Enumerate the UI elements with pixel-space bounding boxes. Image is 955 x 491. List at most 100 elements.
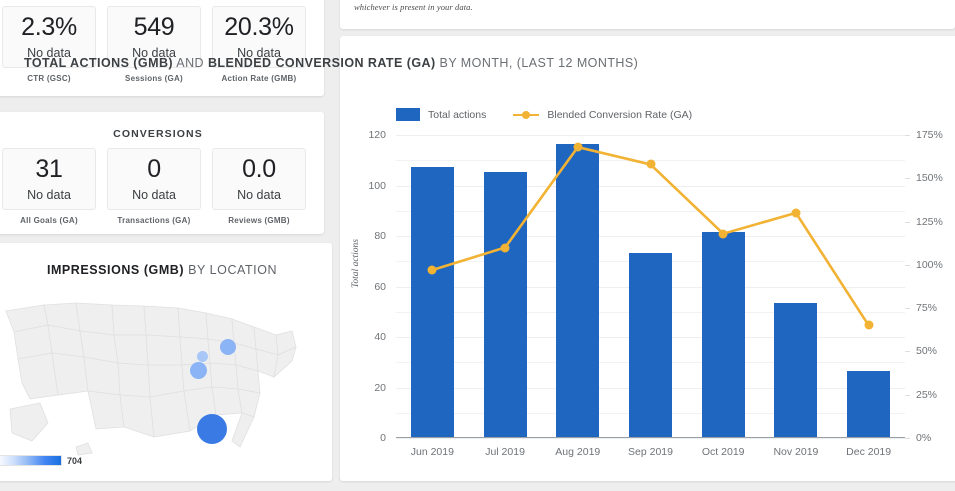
tick-mark (905, 135, 910, 136)
kpi-conversion-2[interactable]: 0.0 No data Reviews (GMB) (212, 148, 306, 225)
map-bubble[interactable] (189, 361, 207, 379)
kpi-sublabel: No data (237, 45, 281, 60)
line-marker[interactable] (500, 243, 510, 253)
map-legend-gradient (0, 455, 63, 466)
kpi-conversion-1[interactable]: 0 No data Transactions (GA) (107, 148, 201, 225)
chart-plot-area[interactable]: 0 20 40 60 80 100 120 0% 25% 50% 75% 100% 125% 150% 17… (368, 129, 942, 458)
line-marker[interactable] (864, 320, 874, 330)
tick-mark (905, 308, 910, 310)
kpi-box[interactable]: 0.0 No data (212, 148, 306, 210)
gridline (396, 438, 905, 439)
y-axis-tick-left: 120 (368, 129, 386, 141)
kpi-box[interactable]: 2.3% No data (2, 6, 96, 68)
line-marker[interactable] (573, 142, 583, 152)
map-title: IMPRESSIONS (GMB) BY LOCATION (0, 263, 332, 277)
kpi-sublabel: No data (132, 45, 176, 60)
y-axis-tick-right: 175% (916, 129, 943, 141)
x-axis-tick: Aug 2019 (555, 446, 601, 458)
y-axis-tick-left: 20 (374, 381, 386, 394)
kpi-box[interactable]: 0 No data (107, 148, 201, 210)
tick-mark (905, 221, 910, 223)
y-axis-tick-left: 100 (368, 179, 386, 192)
bar[interactable] (847, 371, 891, 437)
bar[interactable] (483, 171, 527, 437)
kpi-sublabel: No data (237, 187, 281, 202)
y-axis-tick-right: 150% (916, 172, 943, 185)
us-map[interactable] (0, 291, 332, 461)
kpi-value: 0.0 (242, 155, 276, 184)
note-text: whichever is present in your data. (354, 2, 473, 12)
bar[interactable] (556, 144, 600, 437)
line-marker[interactable] (791, 208, 801, 218)
y-axis-tick-right: 75% (916, 302, 938, 315)
kpi-primary-0[interactable]: 2.3% No data CTR (GSC) (2, 6, 96, 83)
bar[interactable] (774, 303, 818, 437)
kpi-caption: Sessions (GA) (125, 74, 183, 83)
kpi-value: 0 (147, 155, 161, 184)
legend-item-bars[interactable]: Total actions (396, 108, 486, 121)
kpi-sublabel: No data (27, 45, 71, 60)
conversions-title: CONVERSIONS (113, 128, 203, 140)
chart-title: TOTAL ACTIONS (GMB) AND BLENDED CONVERSI… (24, 56, 638, 70)
kpi-primary-1[interactable]: 549 No data Sessions (GA) (107, 6, 201, 83)
y-axis-tick-right: 25% (916, 388, 938, 401)
kpi-primary-2[interactable]: 20.3% No data Action Rate (GMB) (212, 6, 306, 83)
line-marker[interactable] (646, 159, 655, 169)
map-title-metric: IMPRESSIONS (GMB) (46, 263, 185, 277)
gridline (396, 185, 905, 187)
kpi-primary-card: 2.3% No data CTR (GSC) 549 No data Sessions (… (0, 0, 324, 96)
bar[interactable] (410, 166, 454, 437)
kpi-box[interactable]: 31 No data (2, 148, 96, 210)
map-legend-max: 704 (67, 455, 83, 466)
kpi-value: 2.3% (21, 13, 77, 42)
x-axis-tick: Dec 2019 (846, 446, 892, 458)
kpi-caption: All Goals (GA) (20, 216, 78, 225)
y-axis-tick-right: 100% (916, 258, 943, 271)
line-swatch-icon (513, 109, 540, 121)
x-axis-tick: Jun 2019 (410, 446, 454, 458)
gridline (396, 236, 905, 237)
map-bubble[interactable] (220, 339, 236, 355)
bar[interactable] (701, 232, 745, 437)
x-axis-tick: Jul 2019 (485, 446, 525, 458)
tick-mark (905, 178, 910, 180)
y-axis-label-left: Total actions (351, 238, 361, 288)
conversions-row: 31 No data All Goals (GA) 0 No data Transacti… (2, 148, 306, 225)
map-title-suffix: BY LOCATION (184, 263, 278, 277)
tick-mark (905, 438, 910, 439)
kpi-box[interactable]: 20.3% No data (212, 6, 306, 68)
kpi-caption: Transactions (GA) (117, 216, 191, 225)
y-axis-tick-left: 60 (374, 280, 386, 293)
kpi-gap (96, 6, 107, 83)
map-legend: 2 704 (0, 455, 82, 466)
kpi-value: 20.3% (224, 13, 294, 42)
bar-swatch-icon (396, 108, 420, 121)
legend-label-line: Blended Conversion Rate (GA) (547, 108, 693, 121)
line-path (431, 145, 870, 327)
legend-label-bars: Total actions (428, 108, 487, 121)
x-axis-tick: Oct 2019 (701, 446, 745, 458)
chart-title-metric-1: TOTAL ACTIONS (GMB) (24, 56, 174, 70)
gridline (396, 210, 905, 212)
y-axis-tick-right: 125% (916, 215, 943, 228)
kpi-box[interactable]: 549 No data (107, 6, 201, 68)
kpi-value: 549 (133, 13, 175, 42)
x-axis-line (396, 437, 905, 438)
tick-mark (905, 394, 910, 396)
kpi-conversion-0[interactable]: 31 No data All Goals (GA) (2, 148, 96, 225)
kpi-primary-row: 2.3% No data CTR (GSC) 549 No data Sessions (… (2, 6, 306, 83)
map-bubble[interactable] (197, 414, 227, 444)
bar[interactable] (629, 252, 672, 437)
y-axis-tick-left: 0 (380, 432, 386, 444)
us-map-svg (5, 302, 297, 456)
map-bubble[interactable] (196, 350, 208, 362)
note-card: whichever is present in your data. (340, 0, 955, 29)
kpi-gap (201, 6, 212, 83)
kpi-caption: CTR (GSC) (27, 74, 71, 83)
tick-mark (905, 351, 910, 353)
line-marker[interactable] (718, 229, 728, 239)
legend-item-line[interactable]: Blended Conversion Rate (GA) (513, 109, 692, 121)
line-series (431, 145, 870, 327)
line-marker[interactable] (427, 265, 437, 275)
